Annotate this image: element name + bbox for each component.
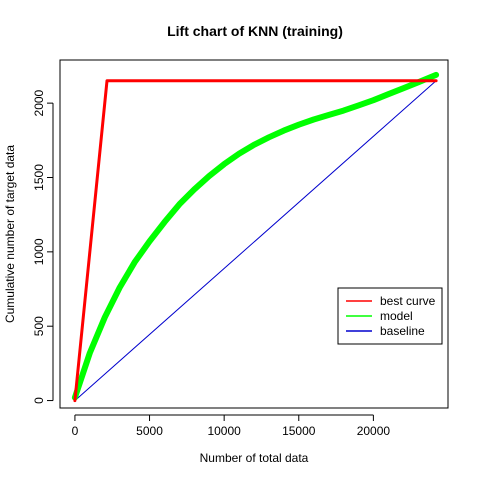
y-tick-label: 2000 bbox=[32, 89, 46, 116]
legend-label-baseline: baseline bbox=[380, 324, 425, 338]
y-tick-label: 1500 bbox=[32, 164, 46, 191]
x-tick-label: 5000 bbox=[136, 424, 163, 438]
y-tick-label: 0 bbox=[32, 397, 46, 404]
legend-label-model: model bbox=[380, 309, 413, 323]
x-axis-title: Number of total data bbox=[200, 451, 309, 465]
y-axis: 0 500 1000 1500 2000 bbox=[32, 89, 54, 404]
series-line-baseline bbox=[74, 80, 437, 402]
y-tick-label: 1000 bbox=[32, 238, 46, 265]
y-axis-title: Cumulative number of target data bbox=[3, 145, 17, 323]
x-tick-label: 20000 bbox=[357, 424, 391, 438]
y-tick-label: 500 bbox=[32, 316, 46, 336]
plot-series bbox=[71, 71, 440, 403]
plot-frame bbox=[59, 59, 449, 409]
legend: best curve model baseline bbox=[337, 287, 443, 345]
x-tick-label: 10000 bbox=[207, 424, 241, 438]
x-tick-label: 0 bbox=[72, 424, 79, 438]
chart-title: Lift chart of KNN (training) bbox=[167, 23, 343, 39]
x-axis: 0 5000 10000 15000 20000 bbox=[72, 414, 391, 438]
series-line-best-curve bbox=[73, 79, 438, 403]
x-tick-label: 15000 bbox=[282, 424, 316, 438]
series-line-model bbox=[71, 71, 440, 401]
legend-label-best-curve: best curve bbox=[380, 294, 436, 308]
